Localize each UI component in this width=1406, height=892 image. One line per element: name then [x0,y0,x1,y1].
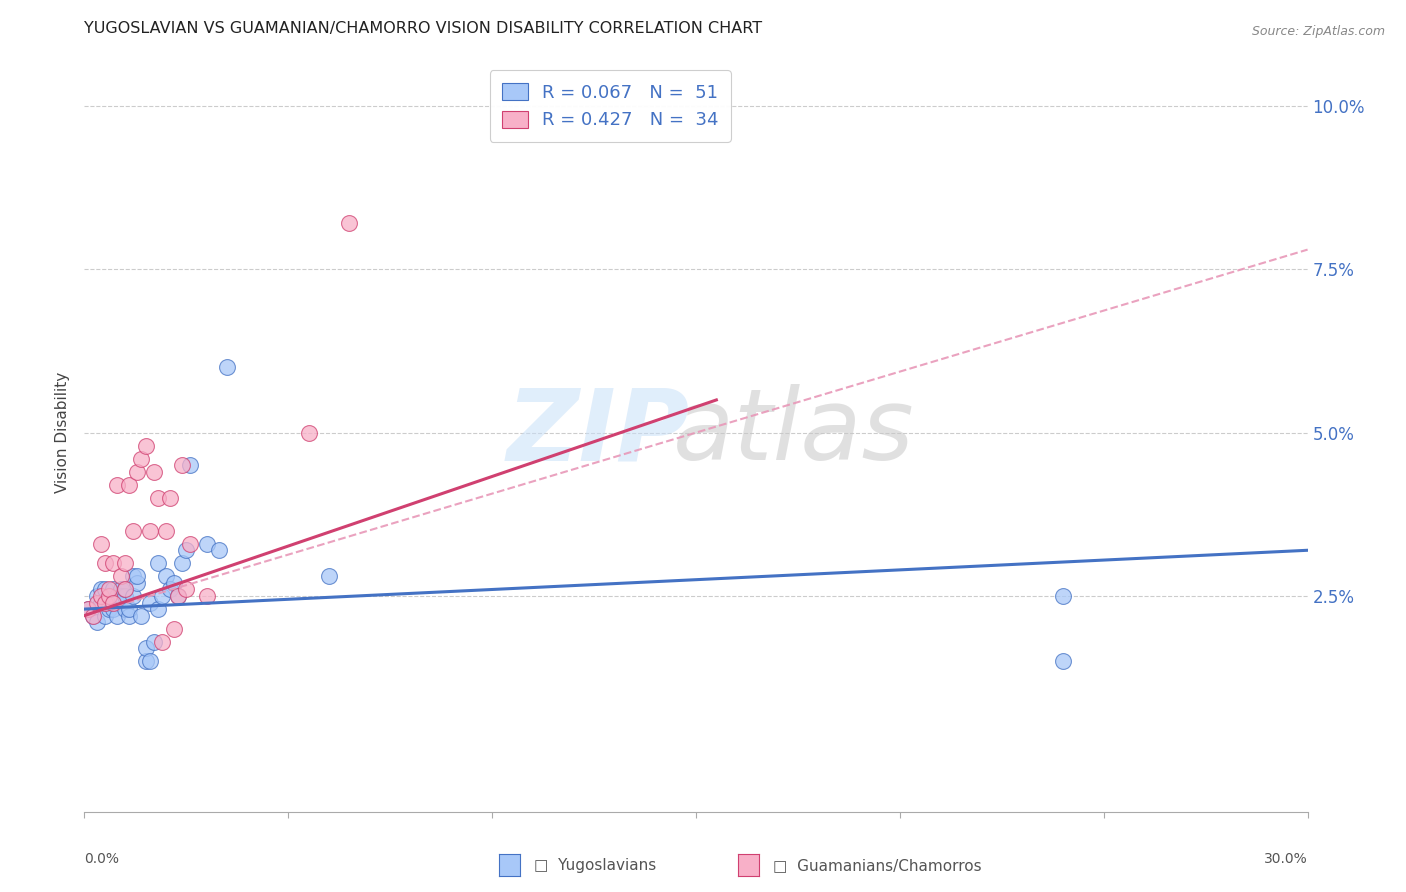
Point [179,458,201,473]
Point [155,524,177,538]
Point [93,582,115,597]
Point [339,217,361,231]
Point [110,589,132,603]
Point [114,582,136,597]
Point [105,596,128,610]
Point [179,537,201,551]
Point [155,569,177,583]
Point [122,589,145,603]
Point [142,634,165,648]
Point [97,589,120,603]
Point [105,589,128,603]
Point [127,576,149,591]
Point [131,608,153,623]
Point [82,608,104,623]
Point [142,465,165,479]
Text: □  Yugoslavians: □ Yugoslavians [534,858,657,872]
Point [1052,654,1074,668]
Point [172,458,194,473]
Point [105,608,128,623]
Text: YUGOSLAVIAN VS GUAMANIAN/CHAMORRO VISION DISABILITY CORRELATION CHART: YUGOSLAVIAN VS GUAMANIAN/CHAMORRO VISION… [84,21,762,36]
Point [118,478,141,492]
Point [101,596,124,610]
Text: ZIP: ZIP [506,384,689,481]
Point [135,654,157,668]
Point [93,596,115,610]
Point [146,557,169,571]
Point [127,569,149,583]
Y-axis label: Vision Disability: Vision Disability [55,372,70,493]
Point [1052,589,1074,603]
Point [114,557,136,571]
Point [90,589,112,603]
Point [110,569,132,583]
Point [135,439,157,453]
Point [135,641,157,656]
Point [101,557,124,571]
Point [77,602,100,616]
Point [172,557,194,571]
Point [138,654,160,668]
Point [93,608,115,623]
Point [114,602,136,616]
Point [138,524,160,538]
Point [195,537,218,551]
Point [127,465,149,479]
Point [93,557,115,571]
Point [114,589,136,603]
Text: 30.0%: 30.0% [1264,852,1308,866]
Point [163,576,186,591]
Point [167,589,190,603]
Point [86,589,108,603]
Point [174,543,197,558]
Point [86,596,108,610]
Point [167,589,190,603]
Point [77,602,100,616]
Point [97,589,120,603]
Point [97,582,120,597]
Point [174,582,197,597]
Point [90,596,112,610]
Point [150,634,173,648]
Point [101,602,124,616]
Point [131,451,153,466]
Point [93,596,115,610]
Point [146,602,169,616]
Point [146,491,169,505]
Text: 0.0%: 0.0% [84,852,120,866]
Point [101,596,124,610]
Point [318,569,340,583]
Point [105,478,128,492]
Point [208,543,231,558]
Point [159,491,181,505]
Text: □  Guamanians/Chamorros: □ Guamanians/Chamorros [773,858,981,872]
Legend: R = 0.067   N =  51, R = 0.427   N =  34: R = 0.067 N = 51, R = 0.427 N = 34 [489,70,731,142]
Point [217,360,239,375]
Point [159,582,181,597]
Text: Source: ZipAtlas.com: Source: ZipAtlas.com [1251,25,1385,38]
Point [90,582,112,597]
Text: atlas: atlas [673,384,915,481]
Point [150,589,173,603]
Point [195,589,218,603]
Point [163,622,186,636]
Point [97,596,120,610]
Point [82,608,104,623]
Point [90,537,112,551]
Point [101,582,124,597]
Point [298,425,321,440]
Point [118,608,141,623]
Point [110,582,132,597]
Point [138,596,160,610]
Point [86,615,108,630]
Point [122,569,145,583]
Point [122,524,145,538]
Point [97,602,120,616]
Point [114,582,136,597]
Point [118,602,141,616]
